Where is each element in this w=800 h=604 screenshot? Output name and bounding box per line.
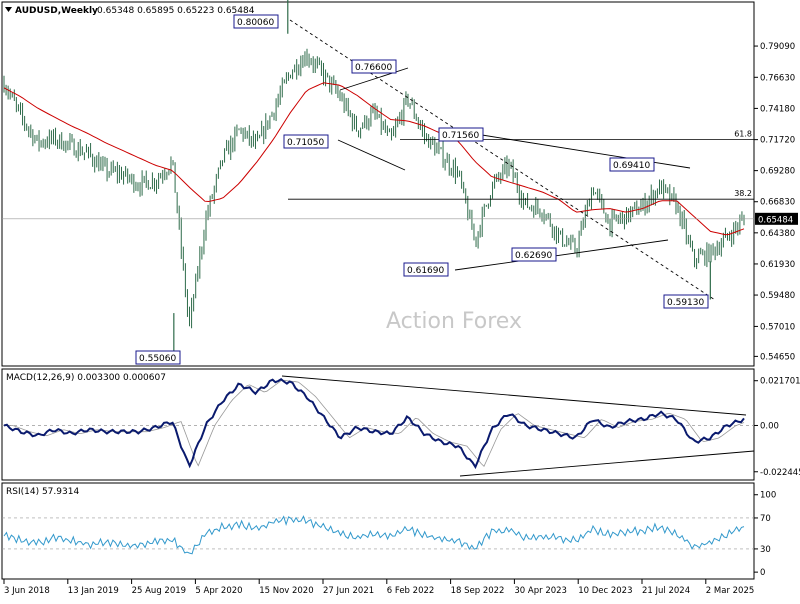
price-annotation-box	[403, 262, 449, 277]
date-tick-label: 15 Nov 2020	[259, 586, 313, 596]
date-tick-label: 18 Sep 2022	[451, 586, 505, 596]
date-tick-label: 10 Dec 2023	[578, 586, 632, 596]
price-tick-label: 0.74180	[760, 104, 795, 114]
price-annotation-label: 0.69410	[613, 161, 650, 171]
current-price-box	[755, 212, 798, 225]
macd-tick-label: 0.00	[760, 421, 779, 431]
date-tick-label: 2 Mar 2025	[706, 586, 754, 596]
ohlc-readout: 0.65348 0.65895 0.65223 0.65484	[97, 6, 255, 16]
rsi-tick-label: 30	[760, 545, 771, 555]
macd-panel[interactable]	[1, 368, 755, 481]
fib-level-label: 61.8	[734, 130, 752, 139]
fib-level-label: 38.2	[734, 189, 752, 198]
price-tick-label: 0.69280	[760, 167, 795, 177]
price-tick-label: 0.71720	[760, 136, 795, 146]
date-tick-label: 5 Apr 2020	[195, 586, 242, 596]
price-annotation-label: 0.71050	[287, 138, 324, 148]
trend-line	[481, 134, 691, 169]
rsi-tick-label: 100	[760, 491, 776, 501]
price-annotation-box	[233, 14, 279, 29]
date-tick-label: 27 Jun 2021	[323, 586, 374, 596]
macd-trend-line	[459, 450, 755, 477]
price-annotation-label: 0.80060	[237, 18, 274, 28]
price-annotation-label: 0.76600	[355, 63, 392, 73]
date-tick-label: 3 Jun 2018	[4, 586, 50, 596]
price-tick-label: 0.66830	[760, 198, 795, 208]
symbol-label: AUDUSD,Weekly	[15, 6, 98, 16]
macd-tick-label: 0.021701	[760, 377, 800, 387]
price-annotation-box	[351, 59, 397, 74]
price-annotation-box	[609, 157, 655, 172]
price-annotation-label: 0.61690	[407, 266, 444, 276]
trend-line	[339, 67, 409, 91]
trend-line	[454, 239, 669, 271]
price-tick-label: 0.64380	[760, 229, 795, 239]
price-annotation-box	[438, 127, 484, 142]
current-price-label: 0.65484	[758, 215, 793, 225]
rsi-label: RSI(14) 57.9314	[6, 487, 79, 497]
rsi-line	[3, 515, 745, 555]
macd-label: MACD(12,26,9) 0.003300 0.000607	[6, 373, 166, 383]
rsi-tick-label: 0	[760, 568, 765, 578]
price-annotation-label: 0.55060	[139, 354, 176, 364]
price-annotation-box	[135, 350, 181, 365]
dropdown-triangle-icon[interactable]	[5, 7, 12, 12]
price-tick-label: 0.57010	[760, 322, 795, 332]
price-panel[interactable]	[1, 1, 755, 367]
date-tick-label: 13 Jan 2019	[68, 586, 119, 596]
moving-average-line	[3, 82, 745, 236]
price-tick-label: 0.76630	[760, 73, 795, 83]
price-tick-label: 0.59480	[760, 291, 795, 301]
macd-tick-label: -0.022445	[760, 468, 800, 478]
macd-line	[3, 377, 745, 470]
price-tick-label: 0.79090	[760, 42, 795, 52]
price-annotation-box	[283, 134, 329, 149]
date-tick-label: 6 Feb 2022	[387, 586, 435, 596]
rsi-tick-label: 70	[760, 514, 771, 524]
trend-line	[337, 139, 406, 171]
price-annotation-box	[663, 294, 709, 309]
macd-trend-line	[281, 375, 747, 416]
date-tick-label: 25 Aug 2019	[132, 586, 186, 596]
date-tick-label: 30 Apr 2023	[514, 586, 567, 596]
price-annotation-label: 0.71560	[442, 131, 479, 141]
price-tick-label: 0.61930	[760, 260, 795, 270]
rsi-panel[interactable]	[1, 482, 755, 580]
price-annotation-label: 0.59130	[667, 298, 704, 308]
price-annotation-box	[511, 247, 557, 262]
price-tick-label: 0.54650	[760, 352, 795, 362]
watermark: Action Forex	[386, 309, 522, 334]
macd-signal-line	[4, 379, 745, 467]
date-tick-label: 21 Jul 2024	[642, 586, 690, 596]
price-annotation-label: 0.62690	[515, 251, 552, 261]
